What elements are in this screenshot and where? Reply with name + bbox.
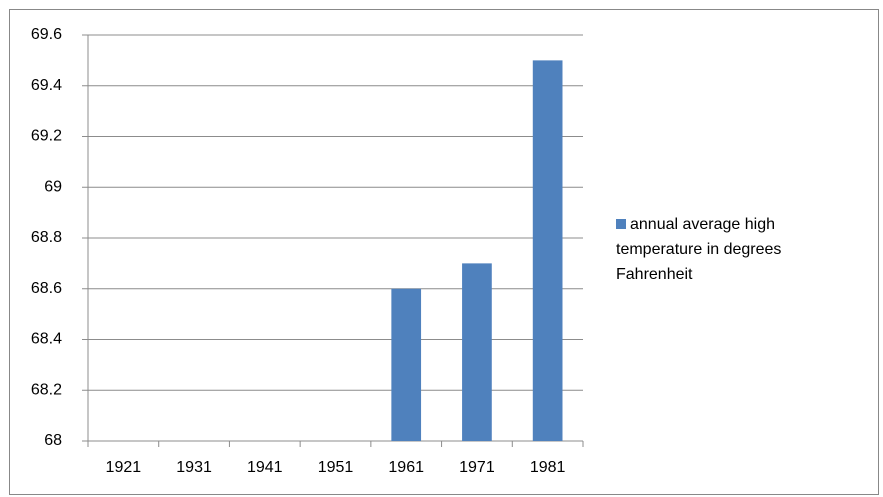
y-tick-label: 69.6 — [31, 26, 62, 43]
y-tick-label: 68.8 — [31, 229, 62, 246]
x-tick-label: 1931 — [176, 459, 212, 476]
y-tick-label: 69.2 — [31, 128, 62, 145]
x-tick-label: 1971 — [459, 459, 495, 476]
x-tick-label: 1951 — [318, 459, 354, 476]
bar — [391, 288, 422, 441]
x-tick-label: 1981 — [530, 459, 566, 476]
legend: annual average high temperature in degre… — [616, 212, 816, 287]
x-tick-label: 1941 — [247, 459, 283, 476]
chart-border — [9, 9, 879, 495]
y-tick-label: 68.4 — [31, 331, 62, 348]
legend-swatch — [616, 219, 626, 229]
x-tick-label: 1961 — [388, 459, 424, 476]
y-tick-label: 69 — [44, 178, 62, 195]
y-tick-label: 69.4 — [31, 77, 62, 94]
x-tick-label: 1921 — [106, 459, 142, 476]
y-tick-label: 68.2 — [31, 381, 62, 398]
y-tick-label: 68 — [44, 432, 62, 449]
bar — [462, 263, 492, 441]
bar — [532, 60, 563, 441]
legend-item: annual average high temperature in degre… — [616, 212, 816, 287]
legend-label: annual average high temperature in degre… — [616, 216, 782, 283]
y-tick-label: 68.6 — [31, 280, 62, 297]
